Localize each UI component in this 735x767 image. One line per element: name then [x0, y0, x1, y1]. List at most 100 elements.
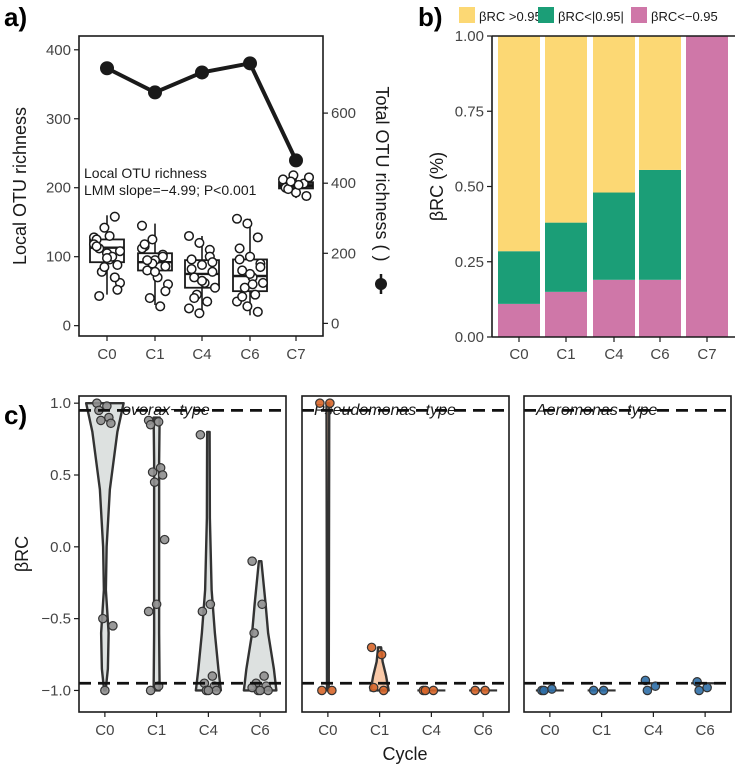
c-xtick-label: C1 [370, 722, 389, 739]
c-ytick-label: 1.0 [50, 395, 71, 412]
a-ytick-right-label: 200 [331, 245, 356, 262]
b-legend-label: βRC<−0.95 [651, 9, 718, 24]
a-sample-point [247, 279, 258, 290]
c-xtick-label: C1 [147, 722, 166, 739]
a-sample-point [234, 243, 245, 254]
c-sample-point [428, 685, 439, 696]
c-sample-point [157, 470, 168, 480]
c-violin [84, 401, 125, 692]
a-total-richness-point [100, 61, 114, 76]
a-ytick-label: 400 [46, 42, 71, 59]
a-sample-point [196, 259, 208, 271]
c-xtick-label: C6 [251, 722, 270, 739]
a-sample-point [250, 289, 261, 300]
b-ytick-label: 0.25 [455, 254, 484, 271]
c-sample-point [106, 418, 116, 429]
c-sample-point [207, 671, 218, 681]
a-sample-point [209, 282, 221, 293]
b-ytick-label: 0.00 [455, 329, 484, 346]
c-ytick-label: 0.0 [50, 539, 71, 556]
a-sample-point [114, 246, 126, 257]
b-ytick-label: 0.50 [455, 179, 484, 196]
c-violin [325, 401, 331, 692]
c-sample-point [149, 477, 160, 487]
c-sample-point [143, 606, 154, 617]
b-legend-swatch [459, 7, 475, 23]
a-sample-point [109, 211, 120, 222]
a-sample-point [194, 237, 205, 248]
c-sample-point [197, 606, 208, 617]
b-ylabel: βRC (%) [427, 152, 447, 221]
c-sample-point [145, 419, 156, 430]
a-sample-point [91, 241, 102, 252]
c-sample-point [366, 642, 377, 653]
c-sample-point [263, 685, 273, 696]
a-annotation-line2: LMM slope=−4.99; P<0.001 [84, 182, 257, 198]
c-violin [242, 559, 278, 692]
c-sample-point [368, 682, 379, 693]
a-total-richness-point [243, 56, 257, 71]
a-ytick-label: 100 [46, 249, 71, 266]
panel-b-brc-composition: b) βRC >0.95 βRC<|0.95| βRC<−0.95 0.00 0.25… [418, 2, 735, 363]
c-sample-point [255, 685, 265, 696]
b-xtick-label: C7 [697, 346, 716, 363]
b-xtick-label: C1 [556, 346, 575, 363]
b-bar-segment [498, 303, 540, 337]
a-sample-point [242, 301, 253, 312]
c-sample-point [539, 685, 549, 696]
a-sample-point [160, 261, 171, 272]
a-xtick-label: C1 [145, 346, 164, 363]
panel-a-richness: a) 0 100 200 300 400 0 200 400 600 C0 C1 C4 C6 C7 Loca… [4, 2, 392, 363]
b-bar-segment [686, 36, 728, 337]
c-xtick-label: C0 [95, 722, 114, 739]
c-violin [152, 416, 161, 692]
c-facet-frame [523, 395, 732, 713]
a-sample-point [252, 232, 263, 243]
a-total-richness-point [148, 85, 162, 100]
c-sample-point [151, 599, 162, 610]
c-facet-frame [78, 395, 287, 713]
c-sample-point [108, 621, 118, 631]
a-sample-point [104, 230, 115, 242]
c-sample-point [378, 685, 389, 696]
a-ylabel: Local OTU richness [10, 107, 30, 265]
c-facet-3: Aeromonas−type C0 C1 C4 C6 [523, 395, 732, 739]
c-sample-point [694, 685, 704, 696]
a-sample-point [186, 254, 197, 265]
panel-a-label: a) [4, 2, 27, 32]
c-sample-point [257, 599, 267, 610]
c-xtick-label: C4 [422, 722, 441, 739]
c-ytick-label: 0.5 [50, 467, 71, 484]
a-sample-point [237, 291, 248, 302]
a-sample-point [149, 266, 161, 277]
a-sample-point [183, 230, 195, 242]
b-bar-segment [639, 169, 681, 280]
panel-b-label: b) [418, 2, 443, 32]
a-sample-point [157, 251, 168, 262]
a-sample-point [155, 301, 166, 312]
c-sample-point [259, 671, 269, 681]
a-sample-point [255, 261, 266, 273]
a-sample-point [303, 172, 315, 183]
panel-c-label: c) [4, 400, 27, 430]
a-annotation-line1: Local OTU richness [84, 165, 207, 181]
c-sample-point [205, 599, 216, 610]
c-xtick-label: C0 [318, 722, 337, 739]
a-ytick-label: 200 [46, 180, 71, 197]
b-xtick-label: C6 [650, 346, 669, 363]
b-bar-segment [593, 279, 635, 337]
panel-a-plot-frame [78, 35, 324, 337]
b-bar-segment [545, 291, 587, 337]
a-ytick-label: 0 [63, 318, 71, 335]
c-xtick-label: C0 [540, 722, 559, 739]
c-ytick-label: −0.5 [41, 611, 71, 628]
c-sample-point [147, 467, 158, 477]
c-sample-point [317, 685, 327, 696]
b-legend-swatch [631, 7, 647, 23]
a-sample-point [244, 251, 256, 262]
b-legend-swatch [538, 7, 554, 23]
a-sample-point [207, 266, 218, 277]
c-sample-point [159, 534, 170, 545]
a-sample-point [94, 290, 105, 302]
